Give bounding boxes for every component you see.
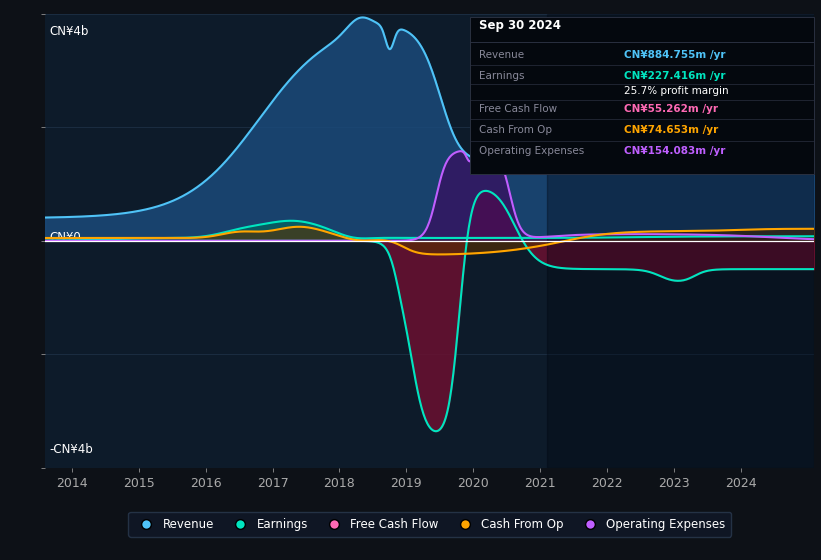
- Text: CN¥4b: CN¥4b: [49, 25, 89, 38]
- Text: Sep 30 2024: Sep 30 2024: [479, 19, 562, 32]
- Text: Cash From Op: Cash From Op: [479, 125, 553, 135]
- Text: CN¥227.416m /yr: CN¥227.416m /yr: [624, 71, 726, 81]
- Legend: Revenue, Earnings, Free Cash Flow, Cash From Op, Operating Expenses: Revenue, Earnings, Free Cash Flow, Cash …: [128, 512, 732, 536]
- Text: CN¥154.083m /yr: CN¥154.083m /yr: [624, 146, 725, 156]
- Text: Earnings: Earnings: [479, 71, 525, 81]
- Text: Revenue: Revenue: [479, 50, 525, 60]
- Text: Free Cash Flow: Free Cash Flow: [479, 104, 557, 114]
- Text: CN¥884.755m /yr: CN¥884.755m /yr: [624, 50, 726, 60]
- Text: -CN¥4b: -CN¥4b: [49, 444, 93, 456]
- Text: CN¥0: CN¥0: [49, 231, 80, 244]
- Text: Operating Expenses: Operating Expenses: [479, 146, 585, 156]
- Text: 25.7% profit margin: 25.7% profit margin: [624, 86, 728, 96]
- Text: CN¥74.653m /yr: CN¥74.653m /yr: [624, 125, 718, 135]
- Bar: [547, 14, 814, 468]
- Text: CN¥55.262m /yr: CN¥55.262m /yr: [624, 104, 718, 114]
